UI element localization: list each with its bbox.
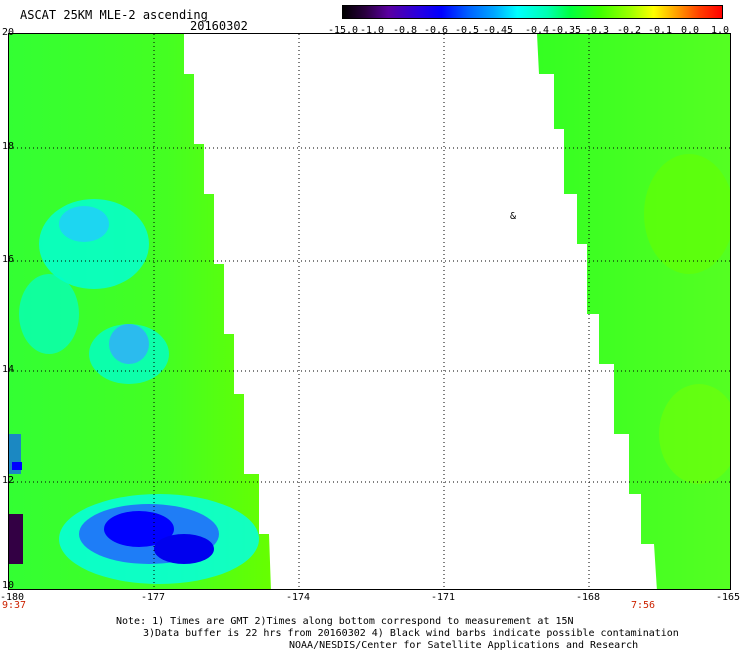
color-scale-tick: -0.6 [423,25,449,36]
color-scale-tick: -0.5 [454,25,480,36]
left-swath [9,34,271,589]
latitude-label: 18 [2,141,15,152]
swath-map-canvas [9,34,730,589]
latitude-label: 20 [2,27,15,38]
color-scale-tick: -15.0 [327,25,359,36]
color-scale-tick: -0.4 [524,25,550,36]
note-line-2: 3)Data buffer is 22 hrs from 20160302 4)… [143,628,679,639]
color-scale-tick: -0.35 [550,25,582,36]
color-scale-bar [342,5,723,19]
color-scale-tick: -0.1 [647,25,673,36]
latitude-label: 12 [2,475,15,486]
start-time: 9:37 [2,600,27,611]
latitude-label: 14 [2,364,15,375]
color-scale-tick: -1.0 [359,25,385,36]
swath-map[interactable] [8,33,731,590]
end-time: 7:56 [631,600,656,611]
color-scale-tick: -0.8 [392,25,418,36]
note-line-1: Note: 1) Times are GMT 2)Times along bot… [116,616,574,627]
longitude-label: -171 [430,592,456,603]
wind-barb-icon: & [510,211,517,222]
latitude-label: 16 [2,254,15,265]
lat-lon-grid [9,34,730,589]
product-date: 20160302 [190,19,248,33]
longitude-label: -168 [575,592,601,603]
color-scale-tick: -0.2 [616,25,642,36]
longitude-label: -174 [285,592,311,603]
right-swath [529,34,730,589]
color-scale-tick: 1.0 [710,25,730,36]
longitude-label: -180 [0,592,25,603]
latitude-label: 10 [2,580,15,591]
color-scale-tick: -0.45 [482,25,514,36]
color-scale-tick: -0.3 [584,25,610,36]
longitude-label: -165 [715,592,740,603]
product-title: ASCAT 25KM MLE-2 ascending [20,8,208,22]
longitude-label: -177 [140,592,166,603]
color-scale-tick: 0.0 [680,25,700,36]
credit-line: NOAA/NESDIS/Center for Satellite Applica… [289,640,639,651]
